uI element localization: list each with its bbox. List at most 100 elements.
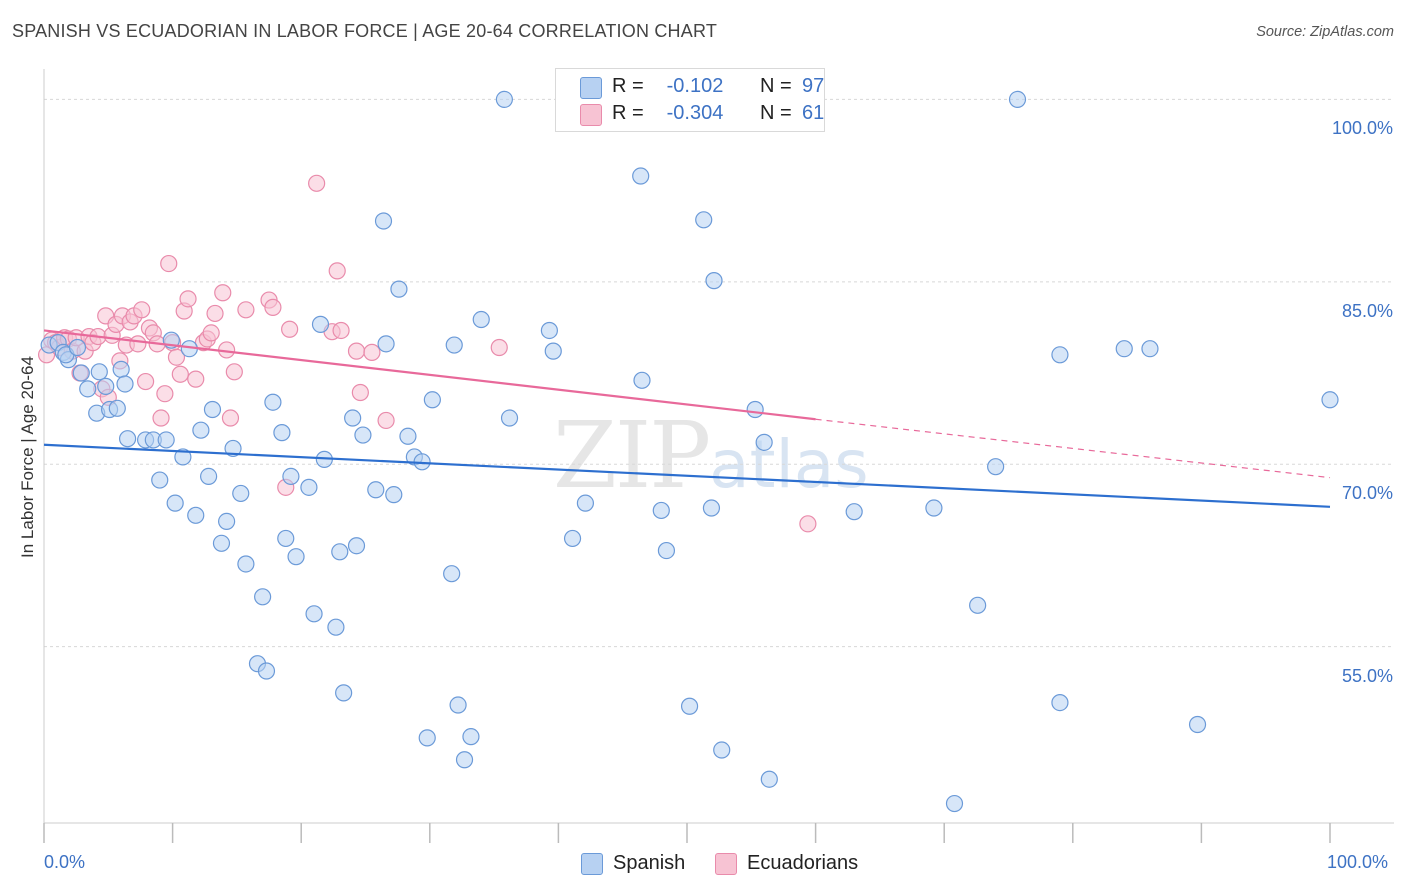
spanish-point [385, 486, 403, 504]
spanish-point [347, 537, 366, 555]
spanish-point [760, 770, 778, 788]
ecuadorian-trend-line [43, 329, 816, 421]
y-tick-label: 85.0% [1341, 300, 1393, 321]
spanish-point [79, 380, 97, 398]
spanish-point [327, 618, 345, 636]
n-value: 97 [802, 75, 825, 97]
ecuadorian-point [363, 343, 381, 361]
ecuadorian-point [264, 298, 282, 316]
spanish-point [374, 212, 393, 230]
ecuadorian-trend-extension [815, 418, 1331, 479]
n-value: 61 [802, 102, 825, 124]
spanish-point [576, 494, 595, 512]
spanish-point [118, 430, 137, 448]
spanish-point [97, 377, 115, 396]
ecuadorian-point [237, 301, 255, 319]
legend-label-ecuadorians: Ecuadorians [747, 852, 859, 874]
spanish-point [157, 431, 175, 449]
y-tick-label: 100.0% [1331, 118, 1393, 139]
spanish-point [254, 588, 272, 606]
spanish-point [987, 458, 1005, 476]
spanish-point [112, 360, 130, 378]
spanish-point [680, 697, 699, 715]
spanish-point [282, 467, 300, 486]
r-label: R = [612, 102, 644, 124]
spanish-point [218, 512, 236, 531]
spanish-point [705, 272, 723, 290]
ecuadorian-point [202, 324, 220, 342]
spanish-point [287, 548, 305, 566]
ecuadorian-point [179, 290, 197, 308]
spanish-swatch-icon [581, 853, 603, 875]
ecuadorian-point [221, 409, 240, 427]
spanish-point [200, 467, 218, 486]
spanish-point [151, 471, 169, 489]
spanish-point [449, 696, 467, 714]
trend-lines [43, 329, 1331, 508]
spanish-point [203, 400, 222, 419]
spanish-point [237, 555, 255, 573]
ecuadorian-point [156, 385, 174, 403]
spanish-point [90, 363, 108, 381]
ecuadorian-point [332, 321, 350, 340]
spanish-point [695, 211, 713, 229]
spanish-point [224, 439, 242, 458]
spanish-point [713, 741, 731, 759]
r-value: -0.102 [666, 75, 724, 97]
spanish-point [187, 506, 205, 524]
spanish-point [367, 481, 385, 499]
spanish-point [300, 478, 318, 496]
spanish-point [563, 529, 582, 548]
spanish-trend-line [43, 443, 1331, 508]
spanish-point [311, 315, 330, 333]
spanish-point [277, 529, 295, 548]
spanish-point [544, 342, 562, 360]
spanish-point [423, 391, 441, 409]
n-label: N = [760, 75, 792, 97]
spanish-point [1188, 715, 1207, 734]
y-tick-label: 55.0% [1341, 665, 1393, 686]
spanish-swatch-icon [580, 77, 602, 99]
y-axis-title: In Labor Force | Age 20-64 [18, 356, 37, 558]
spanish-point [1115, 340, 1133, 358]
ecuadorian-point [152, 409, 170, 427]
spanish-point [399, 427, 417, 445]
spanish-point [1051, 694, 1069, 712]
spanish-point [354, 426, 372, 444]
spanish-point [443, 565, 461, 583]
watermark-zip: ZIP [553, 402, 711, 509]
ecuadorian-point [129, 335, 147, 353]
spanish-point [390, 280, 408, 298]
spanish-point [166, 494, 184, 512]
ecuadorian-point [225, 363, 243, 381]
ecuadorian-point [351, 383, 369, 402]
spanish-point [174, 448, 192, 466]
spanish-point [657, 541, 676, 560]
spanish-point [1051, 346, 1069, 364]
spanish-points [40, 90, 1339, 813]
spanish-point [925, 499, 943, 517]
spanish-point [305, 605, 323, 623]
n-label: N = [760, 102, 792, 124]
ecuadorian-point [347, 342, 366, 360]
spanish-point [72, 364, 90, 382]
ecuadorian-point [328, 262, 346, 280]
spanish-point [192, 421, 210, 439]
spanish-point [273, 424, 291, 442]
ecuadorian-point [187, 370, 205, 388]
spanish-point [746, 400, 764, 419]
spanish-point [418, 729, 436, 747]
ecuadorian-point [490, 338, 508, 357]
spanish-point [540, 321, 558, 340]
ecuadorian-point [377, 411, 395, 430]
spanish-point [108, 399, 126, 417]
spanish-point [652, 501, 670, 520]
ecuadorian-point [308, 174, 326, 192]
spanish-point [455, 751, 474, 769]
x-axis [43, 69, 1394, 843]
spanish-point [495, 90, 513, 109]
x-tick-label-max: 100.0% [1327, 852, 1389, 872]
spanish-point [472, 310, 490, 329]
ecuadorian-point [171, 365, 189, 383]
